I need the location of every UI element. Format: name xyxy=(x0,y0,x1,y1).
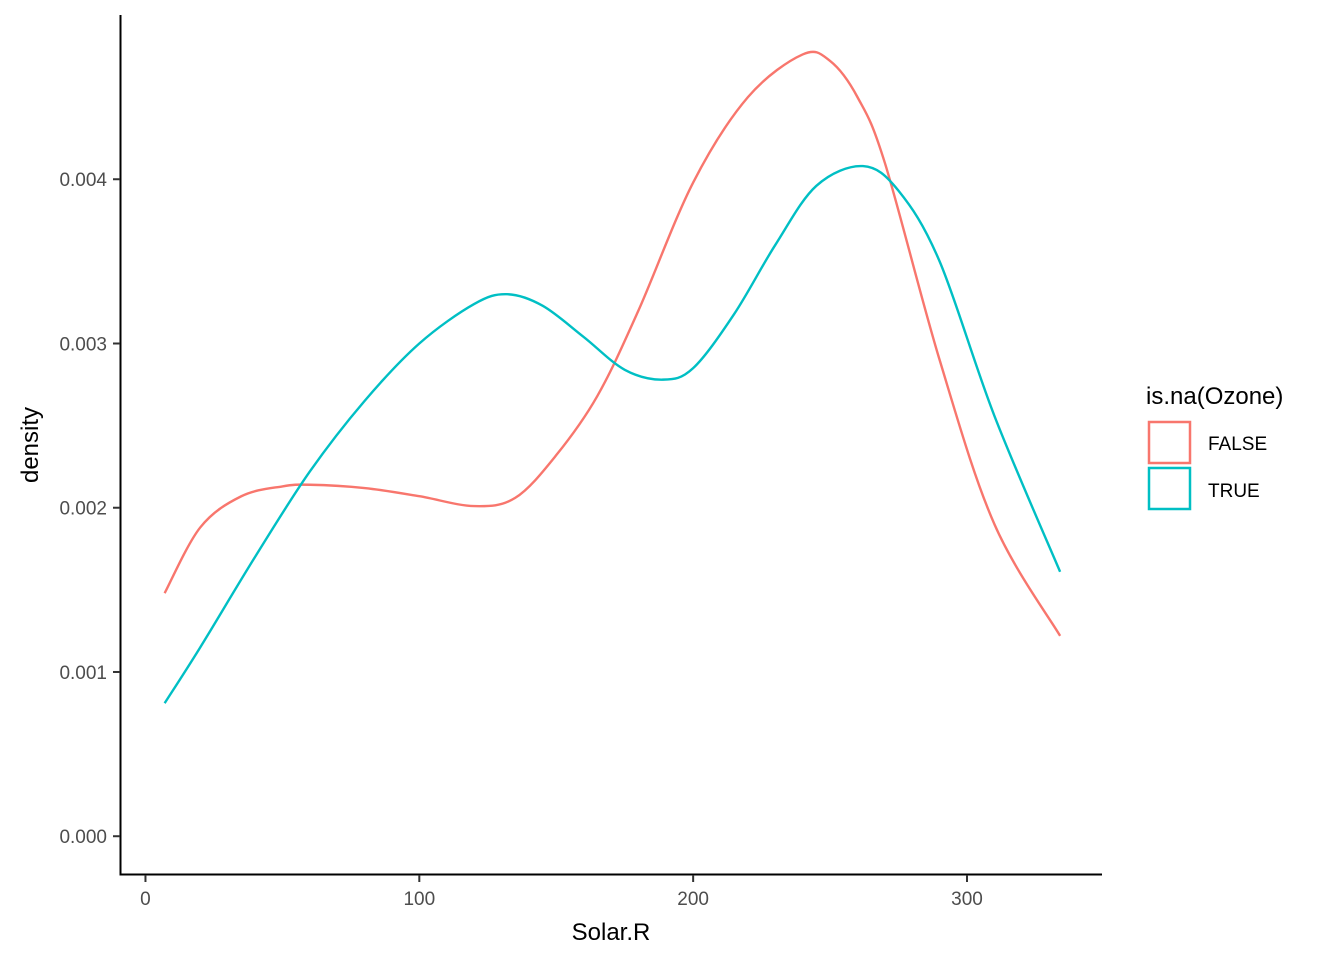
axis-ticks: 0 100 200 300 0.000 0.001 0.002 0.003 0.004 xyxy=(59,170,982,910)
density-line-true xyxy=(163,164,1062,704)
legend: is.na(Ozone) FALSE TRUE xyxy=(1146,383,1283,511)
legend-key-false xyxy=(1147,420,1192,465)
legend-label-true: TRUE xyxy=(1208,481,1260,502)
y-tick-label: 0.001 xyxy=(59,663,107,684)
legend-label-false: FALSE xyxy=(1208,434,1267,455)
density-line-false xyxy=(163,50,1062,637)
x-tick-label: 0 xyxy=(140,889,151,910)
y-tick-label: 0.002 xyxy=(59,499,107,520)
x-axis-title: Solar.R xyxy=(572,919,651,946)
plot-area xyxy=(163,50,1062,704)
y-tick-label: 0.004 xyxy=(59,170,107,191)
y-tick-label: 0.000 xyxy=(59,827,107,848)
legend-key-true xyxy=(1147,466,1192,511)
x-tick-label: 100 xyxy=(403,889,435,910)
y-tick-label: 0.003 xyxy=(59,334,107,355)
y-axis-title: density xyxy=(17,407,44,483)
x-tick-label: 300 xyxy=(951,889,983,910)
x-tick-label: 200 xyxy=(677,889,709,910)
legend-title: is.na(Ozone) xyxy=(1146,383,1283,410)
